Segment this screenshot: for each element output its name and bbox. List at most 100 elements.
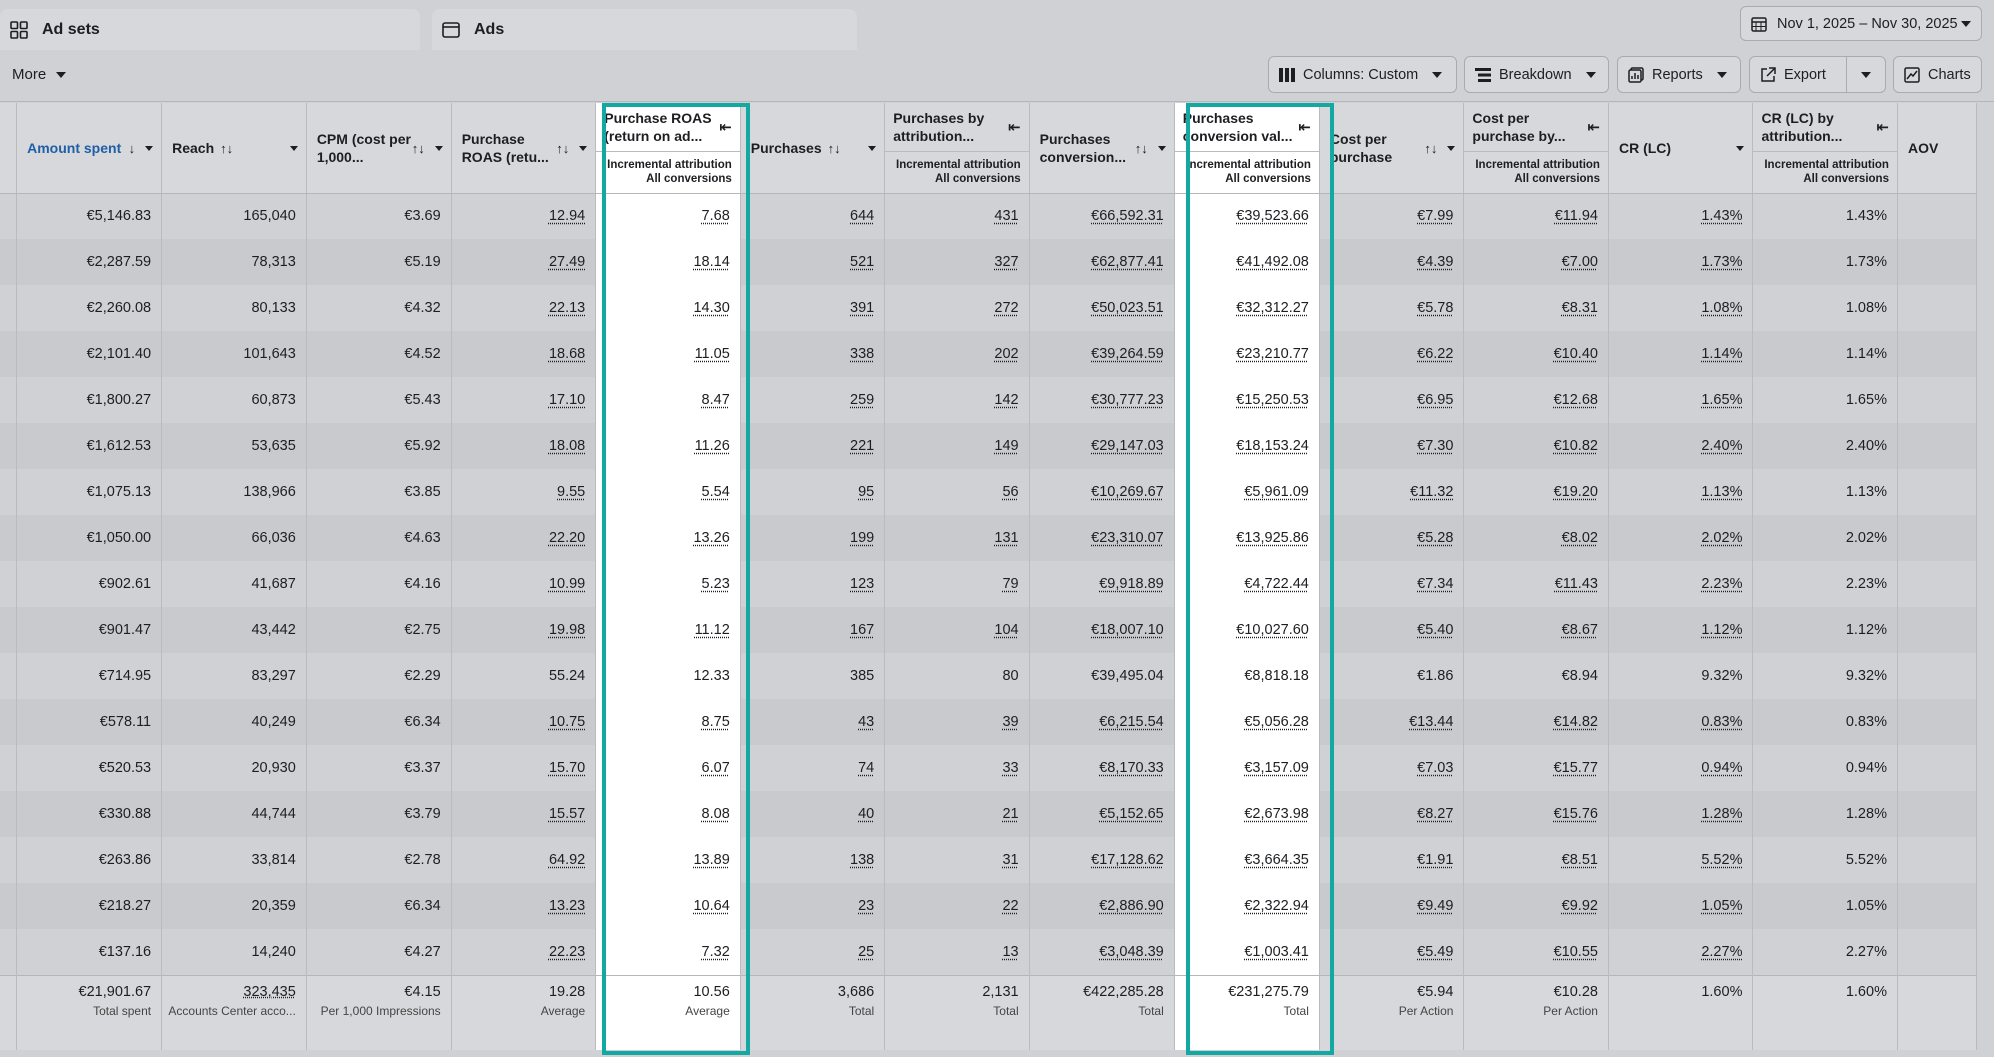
tab-ads[interactable]: Ads	[432, 9, 857, 50]
cell-value[interactable]: €8.31	[1561, 300, 1598, 316]
cell-value[interactable]: €8.02	[1561, 530, 1598, 546]
cell-value[interactable]: 131	[994, 530, 1019, 546]
header-aov[interactable]: AOV	[1897, 103, 1978, 194]
cell-value[interactable]: €1,003.41	[1244, 943, 1309, 960]
cell-value[interactable]: 13.89	[693, 852, 730, 868]
cell-value[interactable]: 142	[994, 392, 1019, 408]
table-row[interactable]: €520.53 20,930 €3.37 15.70 6.07 74 33 €8,170.33…	[0, 745, 1978, 791]
table-row[interactable]: €263.86 33,814 €2.78 64.92 13.89 138 31 €17,128…	[0, 837, 1978, 883]
cell-value[interactable]: 15.57	[548, 806, 586, 822]
cell-value[interactable]: €5,152.65	[1099, 806, 1164, 822]
cell-value[interactable]: 18.14	[693, 254, 730, 270]
cell-value[interactable]: 1.28%	[1701, 806, 1743, 822]
cell-value[interactable]: €62,877.41	[1091, 254, 1164, 270]
table-row[interactable]: €5,146.83 165,040 €3.69 12.94 7.68 644 431 €66,…	[0, 193, 1978, 239]
header-amount-spent[interactable]: Amount spent ↓	[16, 103, 163, 194]
sort-icon[interactable]: ↑↓	[220, 140, 234, 156]
cell-value[interactable]: €9,918.89	[1099, 576, 1164, 592]
export-dropdown-button[interactable]	[1846, 56, 1886, 93]
cell-value[interactable]: €6,215.54	[1099, 714, 1164, 730]
cell-value[interactable]: €18,007.10	[1091, 622, 1164, 638]
cell-value[interactable]: 11.12	[694, 622, 730, 638]
header-conversion-value-attribution[interactable]: Purchases conversion val... ⇤ Incremental …	[1174, 103, 1320, 194]
cell-value[interactable]: 259	[850, 392, 875, 408]
cell-value[interactable]: €9.92	[1561, 898, 1598, 914]
cell-value[interactable]: €9.49	[1417, 898, 1454, 914]
cell-value[interactable]: 33	[1002, 760, 1019, 776]
chevron-down-icon[interactable]	[434, 145, 443, 151]
cell-value[interactable]: €14.82	[1553, 714, 1598, 730]
cell-value[interactable]: €12.68	[1553, 392, 1598, 408]
chevron-down-icon[interactable]	[1447, 145, 1456, 151]
cell-value[interactable]: €2,322.94	[1244, 898, 1309, 914]
cell-value[interactable]: 22	[1002, 898, 1019, 914]
cell-value[interactable]: 64.92	[548, 852, 586, 868]
header-reach[interactable]: Reach ↑↓	[161, 103, 307, 194]
cell-value[interactable]: €5,961.09	[1244, 484, 1309, 500]
cell-value[interactable]: €32,312.27	[1236, 300, 1309, 316]
more-button[interactable]: More	[12, 66, 67, 83]
cell-value[interactable]: 167	[850, 622, 875, 638]
header-cost-per-purchase[interactable]: Cost per purchase ↑↓	[1319, 103, 1465, 194]
cell-value[interactable]: 18.08	[548, 438, 586, 454]
cell-value[interactable]: 5.54	[701, 484, 730, 500]
sort-icon[interactable]: ↑↓	[827, 140, 841, 156]
cell-value[interactable]: €1.91	[1417, 852, 1454, 868]
cell-value[interactable]: €13.44	[1409, 714, 1454, 730]
cell-value[interactable]: €5,056.28	[1244, 714, 1309, 730]
cell-value[interactable]: €10.55	[1553, 943, 1598, 960]
charts-button[interactable]: Charts	[1893, 56, 1982, 93]
cell-value[interactable]: 138	[850, 852, 875, 868]
cell-value[interactable]: 8.75	[701, 714, 730, 730]
cell-value[interactable]: €19.20	[1553, 484, 1598, 500]
cell-value[interactable]: 149	[994, 438, 1019, 454]
cell-value[interactable]: 19.98	[548, 622, 586, 638]
cell-value[interactable]: €23,310.07	[1091, 530, 1164, 546]
cell-value[interactable]: 10.75	[548, 714, 586, 730]
cell-value[interactable]: 431	[994, 208, 1019, 225]
cell-value[interactable]: 95	[858, 484, 875, 500]
breakdown-button[interactable]: Breakdown	[1464, 56, 1609, 93]
cell-value[interactable]: €23,210.77	[1236, 346, 1309, 362]
table-row[interactable]: €902.61 41,687 €4.16 10.99 5.23 123 79 €9,918.8…	[0, 561, 1978, 607]
table-row[interactable]: €1,075.13 138,966 €3.85 9.55 5.54 95 56 €10,269…	[0, 469, 1978, 515]
cell-value[interactable]: 2.02%	[1701, 530, 1743, 546]
table-row[interactable]: €2,101.40 101,643 €4.52 18.68 11.05 338 202 €39…	[0, 331, 1978, 377]
cell-value[interactable]: 25	[858, 943, 875, 960]
cell-value[interactable]: 27.49	[548, 254, 586, 270]
cell-value[interactable]: 5.23	[701, 576, 730, 592]
sort-icon[interactable]: ↑↓	[1134, 140, 1148, 156]
cell-value[interactable]: 521	[850, 254, 875, 270]
chevron-down-icon[interactable]	[145, 145, 154, 151]
cell-value[interactable]: 2.27%	[1701, 943, 1743, 960]
cell-value[interactable]: 13	[1002, 943, 1019, 960]
cell-value[interactable]: €15.77	[1553, 760, 1598, 776]
cell-value[interactable]: 202	[994, 346, 1019, 362]
cell-value[interactable]: 43	[858, 714, 875, 730]
table-row[interactable]: €714.95 83,297 €2.29 55.24 12.33 385 80 €39,495…	[0, 653, 1978, 699]
cell-value[interactable]: 79	[1002, 576, 1019, 592]
table-row[interactable]: €578.11 40,249 €6.34 10.75 8.75 43 39 €6,215.54…	[0, 699, 1978, 745]
cell-value[interactable]: 1.13%	[1701, 484, 1743, 500]
cell-value[interactable]: 1.43%	[1701, 208, 1743, 225]
cell-value[interactable]: 5.52%	[1701, 852, 1743, 868]
cell-value[interactable]: €6.22	[1417, 346, 1454, 362]
cell-value[interactable]: €5.28	[1417, 530, 1454, 546]
cell-value[interactable]: 22.13	[548, 300, 586, 316]
collapse-column-icon[interactable]: ⇤	[1008, 119, 1021, 136]
cell-value[interactable]: €7.99	[1417, 208, 1454, 225]
cell-value[interactable]: 13.26	[693, 530, 730, 546]
chevron-down-icon[interactable]	[1736, 145, 1745, 151]
cell-value[interactable]: 40	[858, 806, 875, 822]
cell-value[interactable]: 21	[1002, 806, 1019, 822]
cell-value[interactable]: 7.32	[701, 943, 730, 960]
cell-value[interactable]: 1.12%	[1701, 622, 1743, 638]
columns-button[interactable]: Columns: Custom	[1268, 56, 1457, 93]
header-purchases[interactable]: Purchases ↑↓	[740, 103, 886, 194]
collapse-column-icon[interactable]: ⇤	[719, 119, 732, 136]
cell-value[interactable]: €50,023.51	[1091, 300, 1164, 316]
cell-value[interactable]: 0.94%	[1701, 760, 1743, 776]
sort-desc-icon[interactable]: ↓	[128, 140, 136, 156]
cell-value[interactable]: 1.05%	[1701, 898, 1743, 914]
cell-value[interactable]: 1.14%	[1701, 346, 1743, 362]
